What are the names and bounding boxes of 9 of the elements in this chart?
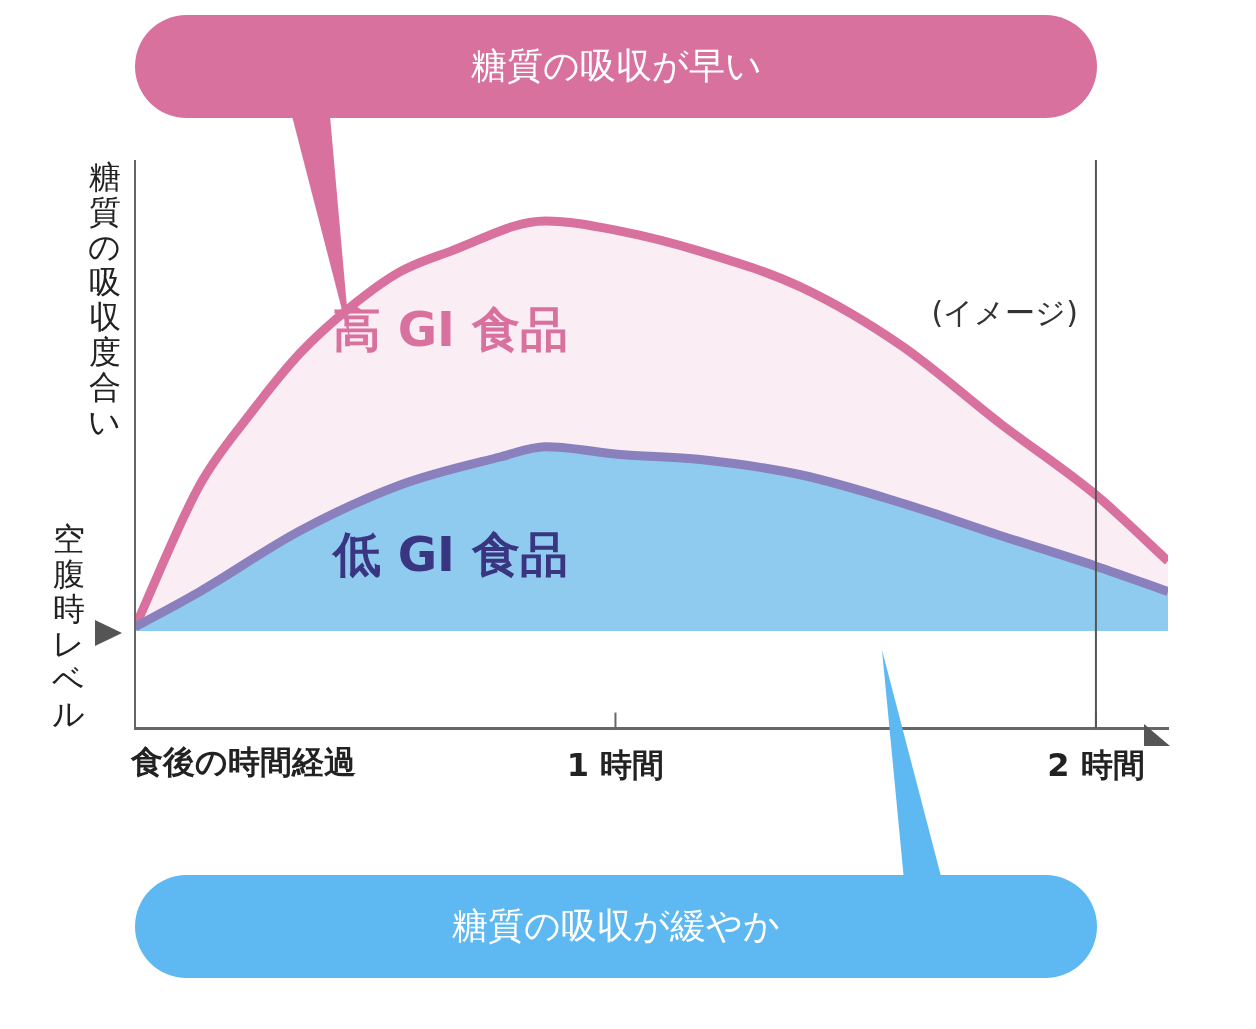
ref-line-label: 空腹時レベル (52, 520, 85, 733)
y-axis-title: 糖質の吸収度合い (88, 158, 121, 441)
x-tick-label: 1 時間 (566, 746, 665, 785)
text: 糖質の吸収が早い (135, 15, 1097, 118)
annotation: (イメージ) (931, 294, 1078, 330)
x-tick-label: 2 時間 (1047, 746, 1145, 785)
series-label: 低 GI 食品 (330, 526, 568, 583)
x-axis-title: 食後の時間経過 (130, 742, 356, 781)
text: 糖質の吸収が緩やか (135, 875, 1097, 978)
